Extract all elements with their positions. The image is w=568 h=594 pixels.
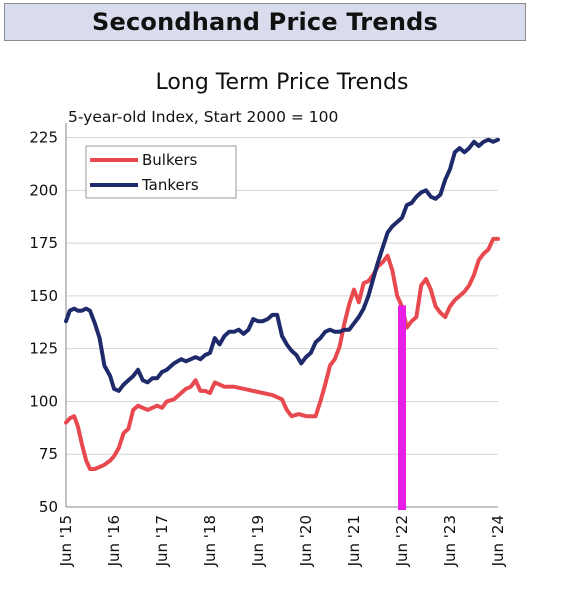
series-line-bulkers [64, 236, 500, 471]
y-tick-label: 100 [29, 392, 58, 410]
chart-subtitle: 5-year-old Index, Start 2000 = 100 [68, 108, 338, 126]
chart-title: Long Term Price Trends [156, 70, 409, 95]
page-title: Secondhand Price Trends [92, 8, 438, 36]
legend: Bulkers Tankers [85, 145, 237, 199]
x-tick-label: Jun '24 [489, 515, 507, 567]
x-tick-label: Jun '23 [441, 515, 459, 567]
x-tick-label: Jun '21 [345, 515, 363, 567]
y-tick-label: 175 [29, 234, 58, 252]
legend-label-bulkers: Bulkers [142, 151, 198, 169]
y-tick-label: 75 [39, 445, 58, 463]
highlight-marker [398, 305, 406, 510]
x-tick-label: Jun '18 [201, 515, 219, 567]
series-lines [64, 137, 500, 471]
y-tick-label: 200 [29, 181, 58, 199]
page-header: Secondhand Price Trends [4, 3, 526, 41]
series-line-tankers [64, 137, 500, 393]
x-tick-label: Jun '20 [297, 515, 315, 567]
x-tick-label: Jun '15 [57, 515, 75, 567]
legend-box [85, 145, 237, 199]
y-tick-label: 50 [39, 498, 58, 516]
highlight-bar [398, 305, 406, 510]
x-tick-label: Jun '16 [105, 515, 123, 567]
legend-label-tankers: Tankers [141, 176, 199, 194]
y-tick-labels: 50 75 100 125 150 175 200 225 [29, 129, 58, 516]
x-tick-label: Jun '22 [393, 515, 411, 567]
y-tick-label: 125 [29, 340, 58, 358]
y-tick-label: 225 [29, 129, 58, 147]
x-tick-label: Jun '19 [249, 515, 267, 567]
x-tick-label: Jun '17 [153, 515, 171, 567]
y-tick-label: 150 [29, 287, 58, 305]
axis-lines [65, 123, 498, 508]
x-tick-labels: Jun '15 Jun '16 Jun '17 Jun '18 Jun '19 Jun '… [57, 515, 507, 567]
